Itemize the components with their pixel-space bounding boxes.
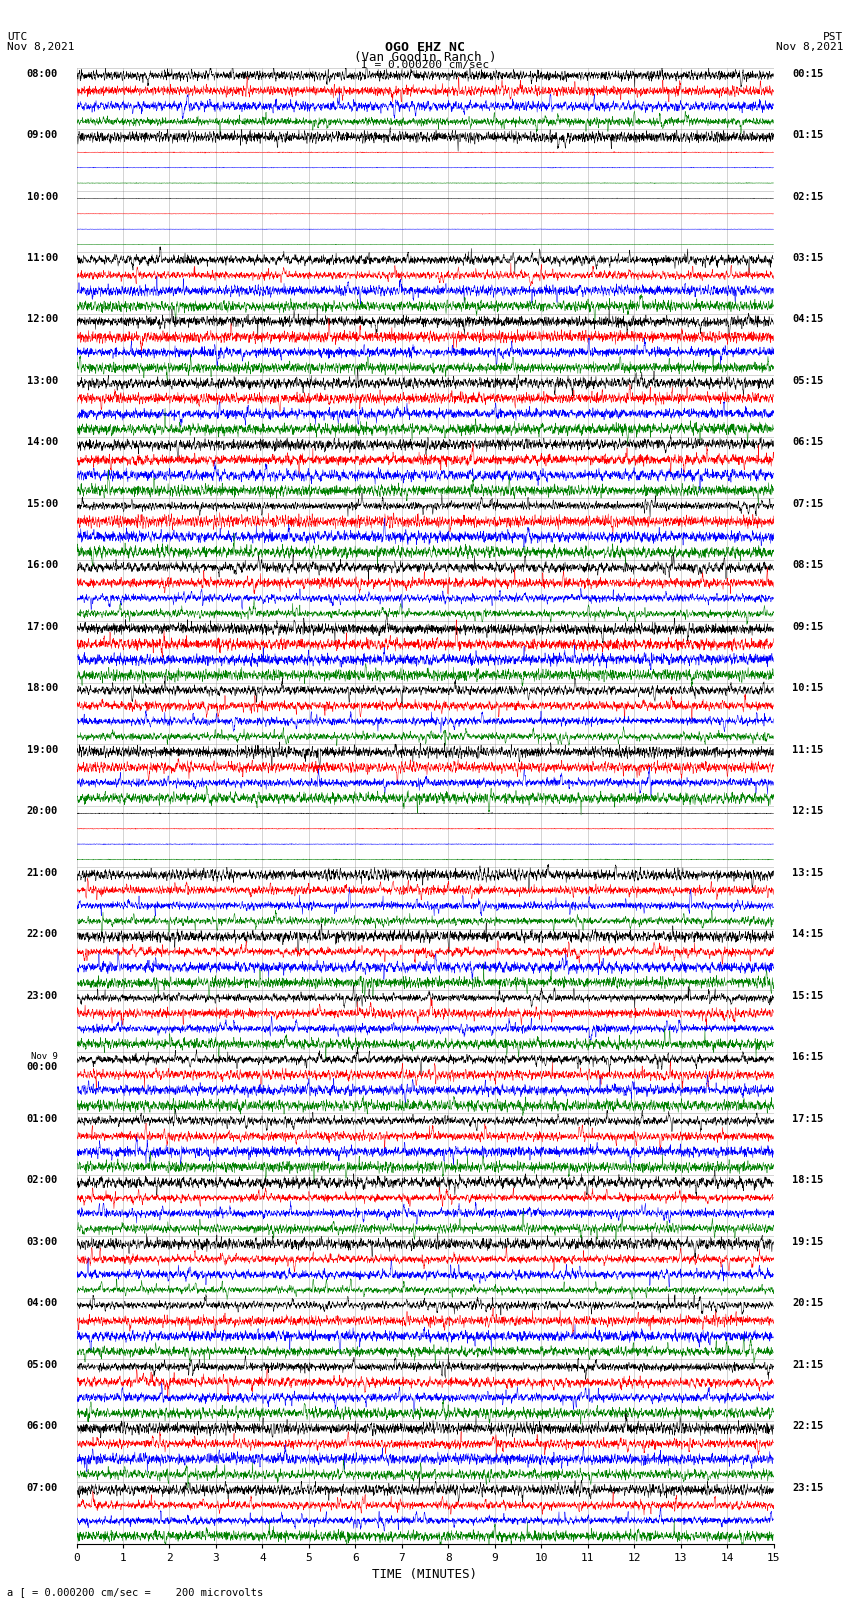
Text: 15:15: 15:15: [792, 990, 824, 1002]
Text: 11:00: 11:00: [26, 253, 58, 263]
Text: 17:15: 17:15: [792, 1115, 824, 1124]
Text: 15:00: 15:00: [26, 498, 58, 510]
Text: 02:00: 02:00: [26, 1176, 58, 1186]
Text: Nov 8,2021: Nov 8,2021: [776, 42, 843, 52]
Text: 22:00: 22:00: [26, 929, 58, 939]
Text: Nov 9: Nov 9: [31, 1052, 58, 1061]
Text: 23:15: 23:15: [792, 1482, 824, 1494]
X-axis label: TIME (MINUTES): TIME (MINUTES): [372, 1568, 478, 1581]
Text: 19:15: 19:15: [792, 1237, 824, 1247]
Text: 00:15: 00:15: [792, 68, 824, 79]
Text: 10:00: 10:00: [26, 192, 58, 202]
Text: 05:00: 05:00: [26, 1360, 58, 1369]
Text: 13:15: 13:15: [792, 868, 824, 877]
Text: (Van Goodin Ranch ): (Van Goodin Ranch ): [354, 50, 496, 65]
Text: 14:15: 14:15: [792, 929, 824, 939]
Text: 03:00: 03:00: [26, 1237, 58, 1247]
Text: 12:15: 12:15: [792, 806, 824, 816]
Text: 11:15: 11:15: [792, 745, 824, 755]
Text: 09:00: 09:00: [26, 131, 58, 140]
Text: a [ = 0.000200 cm/sec =    200 microvolts: a [ = 0.000200 cm/sec = 200 microvolts: [7, 1587, 263, 1597]
Text: 01:15: 01:15: [792, 131, 824, 140]
Text: 14:00: 14:00: [26, 437, 58, 447]
Text: 03:15: 03:15: [792, 253, 824, 263]
Text: 04:15: 04:15: [792, 315, 824, 324]
Text: 20:15: 20:15: [792, 1298, 824, 1308]
Text: I = 0.000200 cm/sec: I = 0.000200 cm/sec: [361, 60, 489, 71]
Text: 06:15: 06:15: [792, 437, 824, 447]
Text: 08:15: 08:15: [792, 560, 824, 571]
Text: 16:00: 16:00: [26, 560, 58, 571]
Text: 06:00: 06:00: [26, 1421, 58, 1431]
Text: 08:00: 08:00: [26, 68, 58, 79]
Text: 16:15: 16:15: [792, 1052, 824, 1063]
Text: 01:00: 01:00: [26, 1115, 58, 1124]
Text: 23:00: 23:00: [26, 990, 58, 1002]
Text: 12:00: 12:00: [26, 315, 58, 324]
Text: 00:00: 00:00: [26, 1063, 58, 1073]
Text: 04:00: 04:00: [26, 1298, 58, 1308]
Text: 17:00: 17:00: [26, 623, 58, 632]
Text: UTC: UTC: [7, 32, 27, 42]
Text: 21:15: 21:15: [792, 1360, 824, 1369]
Text: 20:00: 20:00: [26, 806, 58, 816]
Text: 21:00: 21:00: [26, 868, 58, 877]
Text: 02:15: 02:15: [792, 192, 824, 202]
Text: 05:15: 05:15: [792, 376, 824, 386]
Text: 18:15: 18:15: [792, 1176, 824, 1186]
Text: 10:15: 10:15: [792, 684, 824, 694]
Text: Nov 8,2021: Nov 8,2021: [7, 42, 74, 52]
Text: 07:00: 07:00: [26, 1482, 58, 1494]
Text: 22:15: 22:15: [792, 1421, 824, 1431]
Text: 13:00: 13:00: [26, 376, 58, 386]
Text: PST: PST: [823, 32, 843, 42]
Text: 19:00: 19:00: [26, 745, 58, 755]
Text: 09:15: 09:15: [792, 623, 824, 632]
Text: 18:00: 18:00: [26, 684, 58, 694]
Text: OGO EHZ NC: OGO EHZ NC: [385, 40, 465, 55]
Text: 07:15: 07:15: [792, 498, 824, 510]
